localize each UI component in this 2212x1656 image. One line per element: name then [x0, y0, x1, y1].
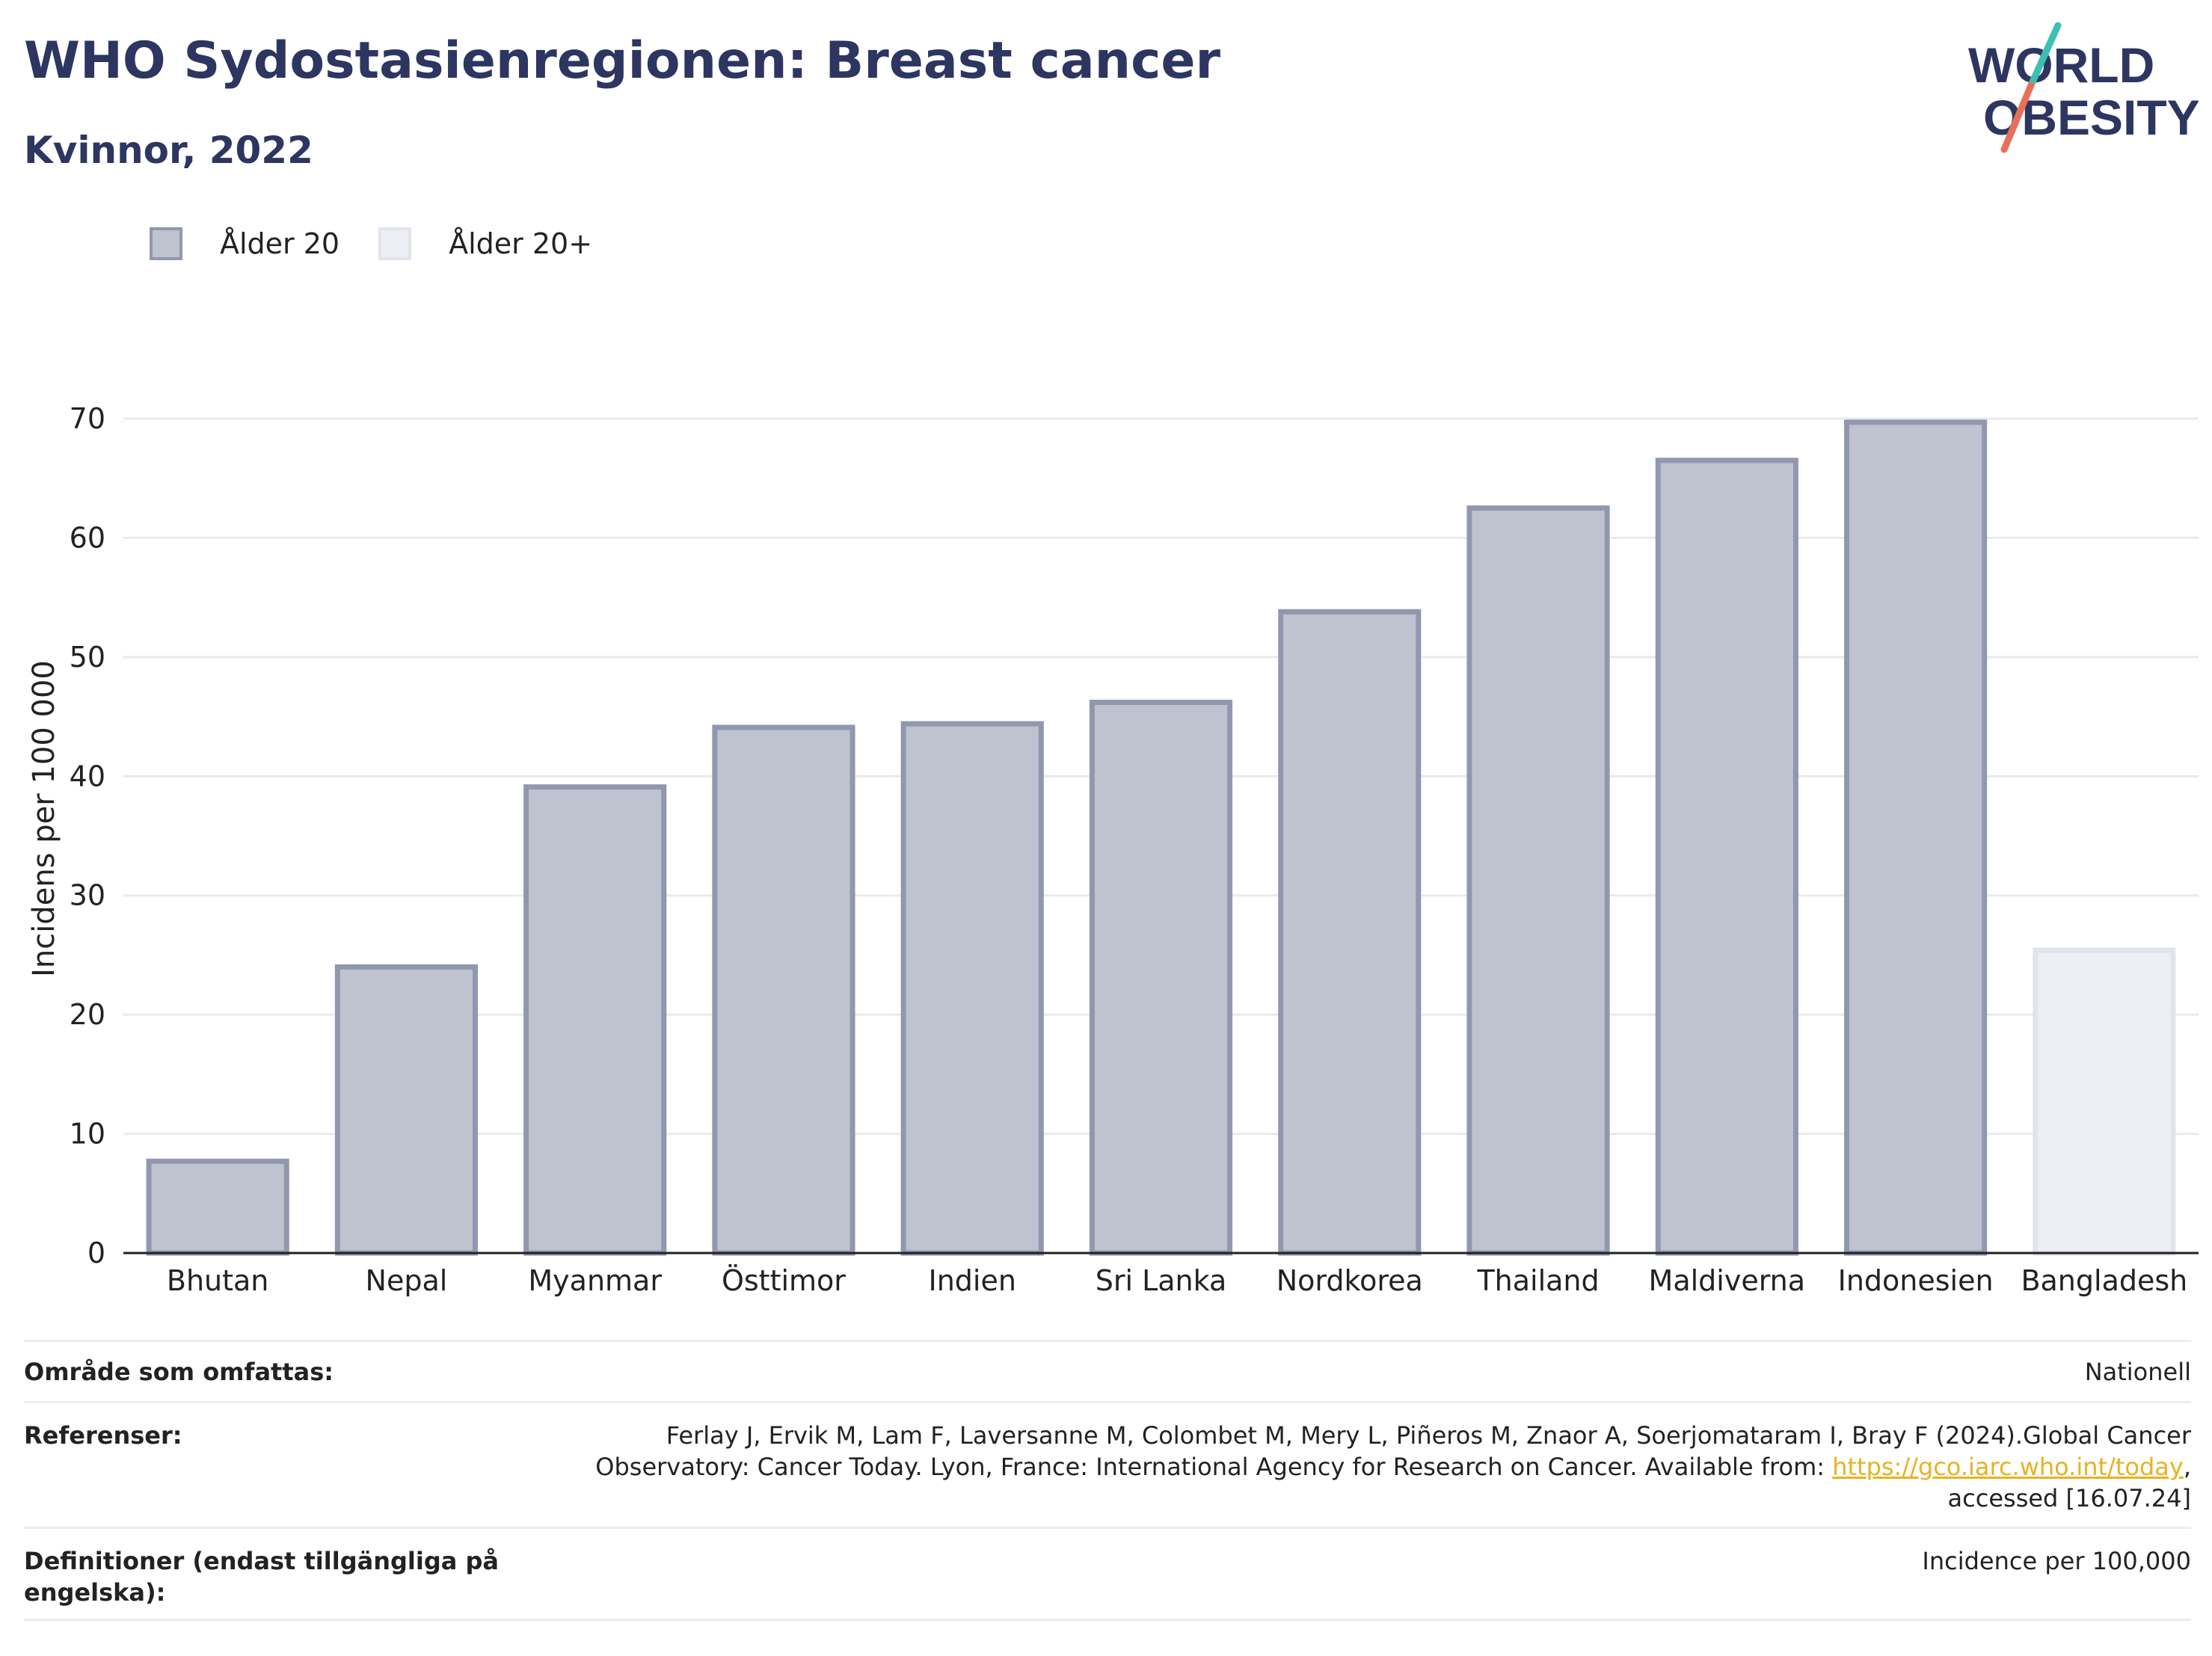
legend: Ålder 20 Ålder 20+ — [150, 224, 631, 263]
y-tick-label: 20 — [70, 998, 105, 1031]
y-tick-label: 60 — [70, 521, 105, 554]
bar-nepal[interactable] — [334, 964, 478, 1256]
legend-swatch — [378, 227, 412, 260]
chart-subtitle: Kvinnor, 2022 — [24, 129, 313, 172]
bar-thailand[interactable] — [1466, 505, 1610, 1256]
bar-indonesien[interactable] — [1844, 419, 1988, 1256]
info-label: Referenser: — [24, 1421, 182, 1450]
x-tick-label: Sri Lanka — [1096, 1264, 1227, 1297]
x-tick-label: Indonesien — [1838, 1264, 1994, 1297]
y-tick-label: 50 — [70, 641, 105, 674]
info-value: Ferlay J, Ervik M, Lam F, Laversanne M, … — [546, 1420, 2191, 1527]
info-label: Definitioner (endast tillgängliga på eng… — [24, 1547, 499, 1607]
world-obesity-logo: WORLD OBESITY — [1968, 22, 2199, 153]
legend-item-alder-20[interactable]: Ålder 20 — [150, 227, 340, 260]
legend-label: Ålder 20+ — [449, 227, 593, 260]
logo-slash-top — [2027, 22, 2062, 89]
y-axis-label: Incidens per 100 000 — [27, 660, 61, 977]
y-tick-label: 30 — [70, 879, 105, 912]
bar-nordkorea[interactable] — [1278, 609, 1422, 1256]
bar-sri-lanka[interactable] — [1089, 699, 1233, 1256]
y-tick-label: 0 — [87, 1237, 105, 1269]
y-tick-label: 10 — [70, 1118, 105, 1151]
reference-accessed: , accessed [16.07.24] — [1947, 1453, 2191, 1512]
info-row-references: Referenser: Ferlay J, Ervik M, Lam F, La… — [24, 1401, 2191, 1527]
bar-bhutan[interactable] — [146, 1158, 289, 1256]
y-tick-label: 40 — [70, 760, 105, 792]
x-tick-label: Östtimor — [722, 1264, 846, 1297]
axes: 0 10 20 30 40 50 60 70 Bhutan Nepal Myanmar Östtimo… — [70, 402, 2199, 1297]
bars — [146, 419, 2176, 1256]
y-tick-label: 70 — [70, 402, 105, 435]
bar-myanmar[interactable] — [523, 784, 667, 1256]
x-tick-label: Maldiverna — [1649, 1264, 1806, 1297]
x-tick-label: Myanmar — [528, 1264, 662, 1297]
legend-label: Ålder 20 — [220, 227, 340, 260]
info-row-coverage: Område som omfattas: Nationell — [24, 1340, 2191, 1401]
bar-bangladesh[interactable] — [2033, 947, 2176, 1256]
legend-swatch — [150, 227, 182, 260]
info-row-definitions: Definitioner (endast tillgängliga på eng… — [24, 1527, 2191, 1621]
legend-item-alder-20-plus[interactable]: Ålder 20+ — [378, 227, 592, 260]
x-tick-label: Nordkorea — [1276, 1264, 1423, 1297]
x-tick-label: Indien — [929, 1264, 1016, 1297]
info-label: Område som omfattas: — [24, 1357, 334, 1386]
x-tick-label: Bangladesh — [2021, 1264, 2187, 1297]
x-tick-label: Thailand — [1476, 1264, 1599, 1297]
reference-text: Ferlay J, Ervik M, Lam F, Laversanne M, … — [595, 1421, 2191, 1481]
x-tick-label: Bhutan — [167, 1264, 269, 1297]
bar-östtimor[interactable] — [712, 724, 855, 1256]
info-value: Incidence per 100,000 — [1922, 1547, 2191, 1575]
bar-maldiverna[interactable] — [1655, 458, 1798, 1256]
logo-line1: WORLD — [1968, 37, 2154, 93]
chart-title: WHO Sydostasienregionen: Breast cancer — [24, 31, 1221, 90]
bar-indien[interactable] — [900, 721, 1044, 1256]
reference-link[interactable]: https://gco.iarc.who.int/today — [1832, 1453, 2184, 1481]
logo-slash-bottom — [2000, 81, 2035, 153]
x-tick-label: Nepal — [366, 1264, 448, 1297]
info-value: Nationell — [2084, 1357, 2191, 1386]
bar-chart: 0 10 20 30 40 50 60 70 Bhutan Nepal Myanmar Östtimo… — [27, 402, 2199, 1297]
info-table: Område som omfattas: Nationell Referense… — [24, 1340, 2191, 1621]
